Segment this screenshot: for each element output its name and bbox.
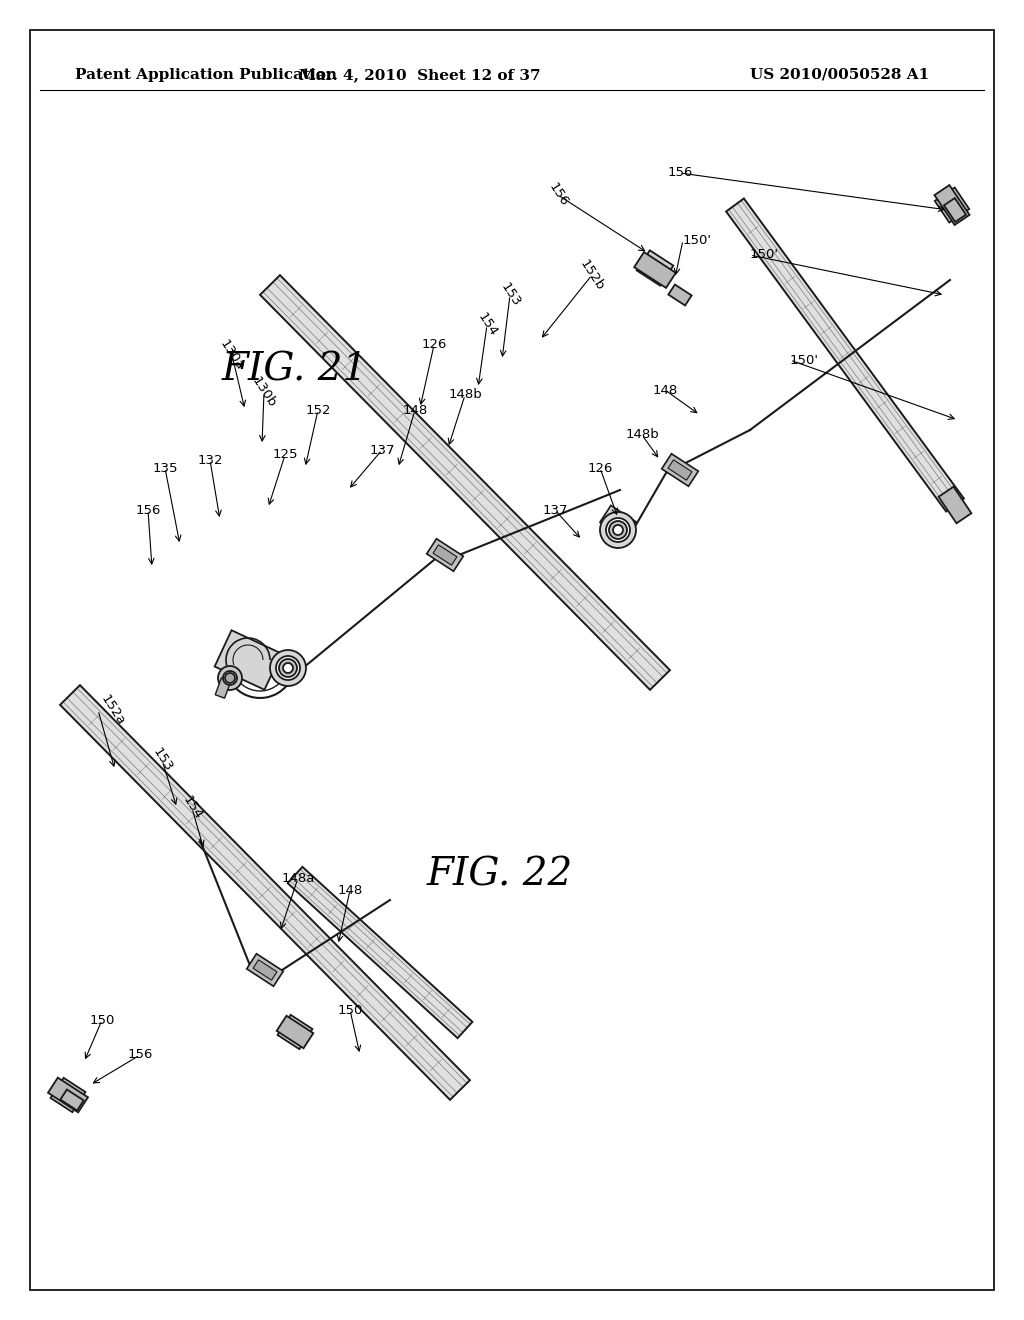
Polygon shape (939, 487, 972, 523)
Text: 156: 156 (135, 503, 161, 516)
Text: 150: 150 (337, 1003, 362, 1016)
Polygon shape (247, 954, 284, 986)
Polygon shape (60, 1089, 84, 1110)
Polygon shape (600, 506, 636, 539)
Circle shape (613, 525, 623, 535)
Text: 153: 153 (150, 746, 174, 775)
Circle shape (606, 517, 630, 543)
Polygon shape (288, 867, 472, 1038)
Text: US 2010/0050528 A1: US 2010/0050528 A1 (751, 69, 930, 82)
Text: 132: 132 (198, 454, 223, 466)
Text: 126: 126 (421, 338, 446, 351)
Polygon shape (668, 459, 692, 480)
Text: 137: 137 (543, 503, 567, 516)
Polygon shape (935, 187, 970, 223)
Text: 152a: 152a (98, 693, 127, 727)
Circle shape (609, 521, 627, 539)
Text: Patent Application Publication: Patent Application Publication (75, 69, 337, 82)
Text: FIG. 22: FIG. 22 (427, 857, 573, 894)
Circle shape (283, 663, 293, 673)
Text: 130a: 130a (217, 338, 247, 372)
Polygon shape (260, 275, 670, 690)
Text: 156: 156 (668, 166, 692, 180)
Polygon shape (215, 678, 230, 698)
Circle shape (218, 667, 242, 690)
Polygon shape (935, 185, 970, 224)
Polygon shape (662, 454, 698, 486)
Polygon shape (944, 198, 966, 222)
Polygon shape (215, 630, 282, 690)
Circle shape (225, 673, 234, 682)
Text: 154: 154 (475, 310, 500, 339)
Polygon shape (50, 1078, 85, 1113)
Text: Mar. 4, 2010  Sheet 12 of 37: Mar. 4, 2010 Sheet 12 of 37 (299, 69, 541, 82)
Text: 148: 148 (337, 883, 362, 896)
Circle shape (600, 512, 636, 548)
Polygon shape (669, 285, 691, 305)
Text: 153: 153 (498, 281, 522, 309)
Text: 148a: 148a (282, 871, 314, 884)
Text: 156: 156 (546, 181, 570, 209)
Text: 150': 150' (683, 234, 712, 247)
Text: 126: 126 (588, 462, 612, 474)
Text: 125: 125 (272, 449, 298, 462)
Text: 150: 150 (89, 1014, 115, 1027)
Polygon shape (60, 685, 470, 1100)
Text: 152b: 152b (578, 257, 606, 293)
Polygon shape (276, 1015, 313, 1048)
Polygon shape (278, 1015, 312, 1049)
Text: 148b: 148b (449, 388, 482, 401)
Polygon shape (637, 251, 673, 285)
Text: 148: 148 (652, 384, 678, 396)
Text: 152: 152 (305, 404, 331, 417)
Polygon shape (253, 960, 276, 981)
Polygon shape (634, 252, 676, 288)
Text: 156: 156 (127, 1048, 153, 1061)
Text: 130b: 130b (249, 375, 279, 409)
Circle shape (279, 659, 297, 677)
Text: FIG. 21: FIG. 21 (222, 351, 368, 388)
Text: 154: 154 (179, 793, 205, 822)
Text: 148b: 148b (625, 429, 658, 441)
Text: 150': 150' (790, 354, 819, 367)
Text: 148: 148 (402, 404, 428, 417)
Text: 135: 135 (153, 462, 178, 474)
Circle shape (276, 656, 300, 680)
Polygon shape (427, 539, 463, 572)
Polygon shape (433, 545, 457, 565)
Circle shape (223, 671, 237, 685)
Polygon shape (48, 1077, 88, 1113)
Polygon shape (726, 198, 964, 512)
Text: 137: 137 (370, 444, 394, 457)
Circle shape (270, 649, 306, 686)
Text: 150': 150' (750, 248, 779, 261)
